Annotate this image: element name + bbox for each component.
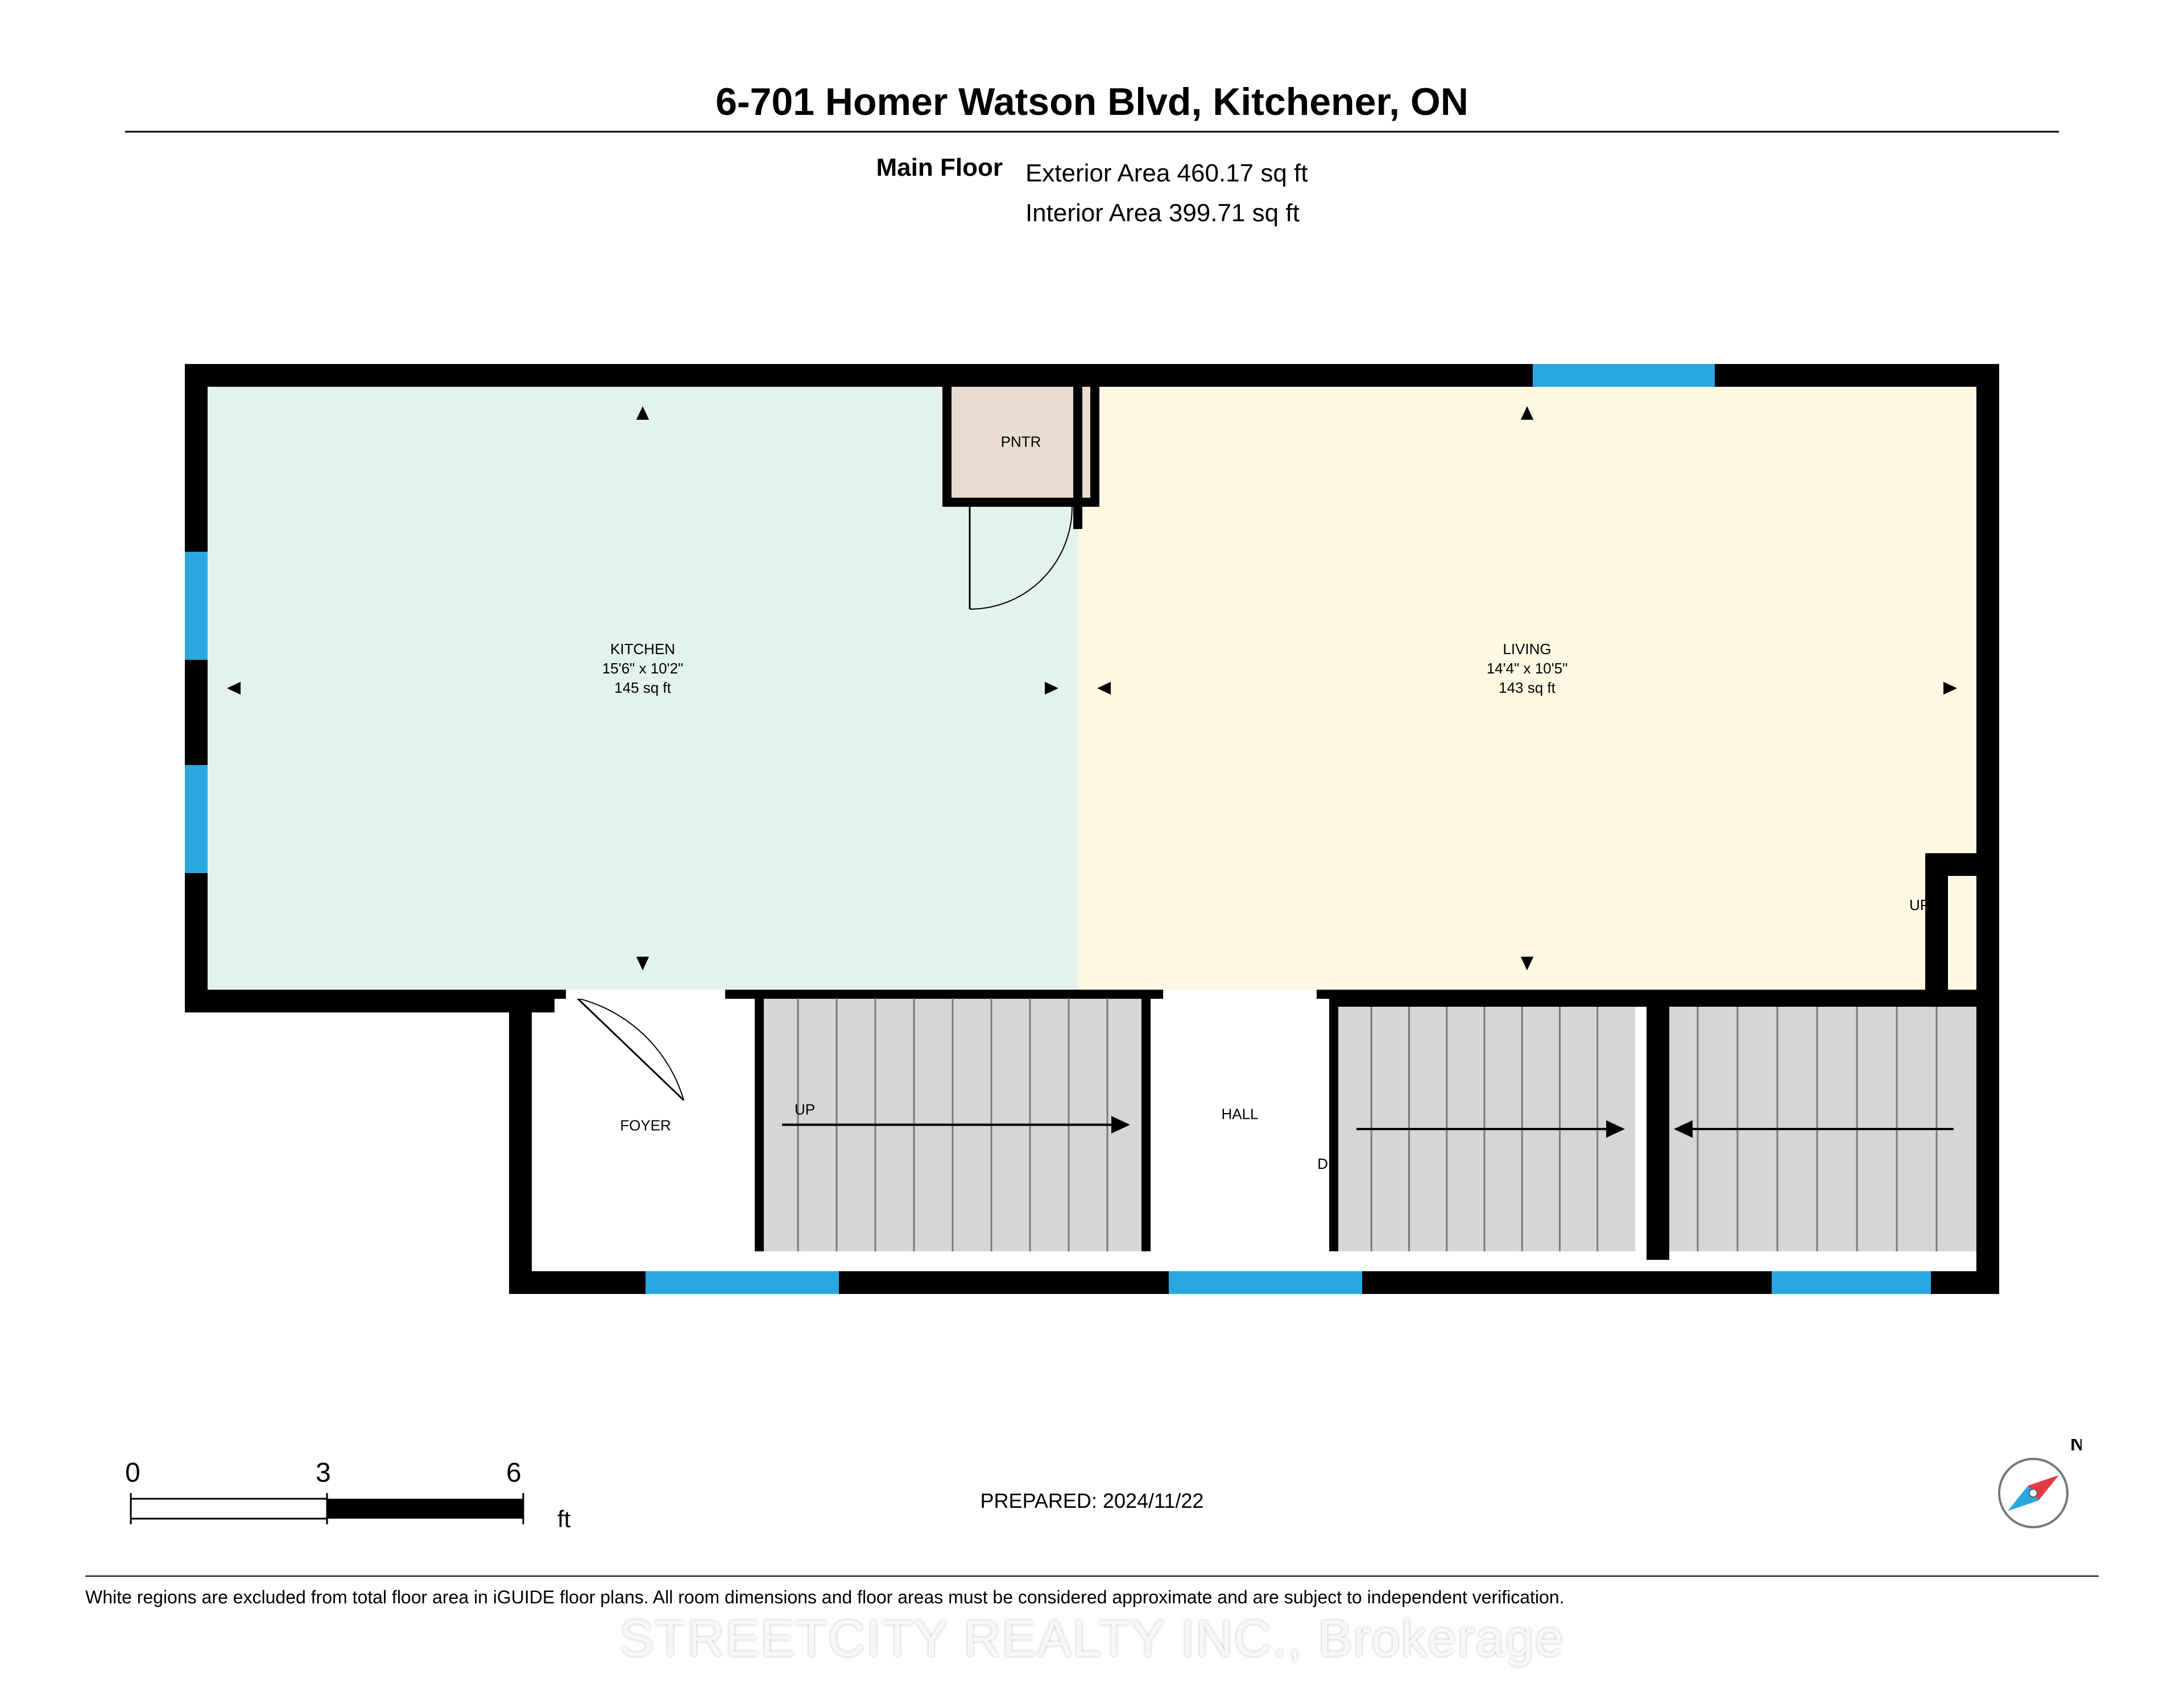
watermark-text: STREETCITY REALTY INC., Brokerage (0, 1610, 2184, 1668)
floor-label: Main Floor (876, 154, 1003, 234)
prepared-date: PREPARED: 2024/11/22 (0, 1489, 2184, 1513)
stair2-dn-label: DN (1317, 1155, 1339, 1172)
floorplan-page: 6-701 Homer Watson Blvd, Kitchener, ON M… (0, 0, 2184, 1687)
hall-label: HALL (1221, 1106, 1258, 1123)
area-values: Exterior Area 460.17 sq ft Interior Area… (1025, 154, 1308, 234)
scale-tick-1: 3 (316, 1458, 331, 1488)
floorplan: UP DN KITCHEN 15'6" x 10'2" 145 sq ft LIVING 1… (185, 364, 1999, 1294)
floorplan-svg: UP DN KITCHEN 15'6" x 10'2" 145 sq ft LIVING 1… (185, 364, 1999, 1294)
scale-tick-0: 0 (125, 1458, 140, 1488)
compass-label: N (2070, 1439, 2082, 1455)
pantry-label: PNTR (1001, 433, 1041, 450)
interior-area: Interior Area 399.71 sq ft (1025, 193, 1308, 233)
room-dim: 14'4" x 10'5" (1487, 660, 1568, 677)
foyer-label: FOYER (620, 1117, 671, 1134)
room-dim: 15'6" x 10'2" (602, 660, 684, 677)
title-rule (125, 131, 2059, 133)
area-summary: Main Floor Exterior Area 460.17 sq ft In… (0, 154, 2184, 234)
living-up-label: UP (1909, 896, 1930, 913)
room-name: KITCHEN (610, 640, 675, 658)
room-area: 145 sq ft (614, 679, 672, 696)
disclaimer-text: White regions are excluded from total fl… (85, 1587, 2099, 1608)
exterior-area: Exterior Area 460.17 sq ft (1025, 154, 1308, 193)
compass-icon: N (1985, 1439, 2082, 1536)
disclaimer-rule (85, 1576, 2099, 1577)
room-area: 143 sq ft (1499, 679, 1556, 696)
room-name: LIVING (1503, 640, 1551, 658)
address-title: 6-701 Homer Watson Blvd, Kitchener, ON (0, 80, 2184, 124)
scale-tick-2: 6 (506, 1458, 522, 1488)
stair1-up-label: UP (795, 1101, 815, 1118)
